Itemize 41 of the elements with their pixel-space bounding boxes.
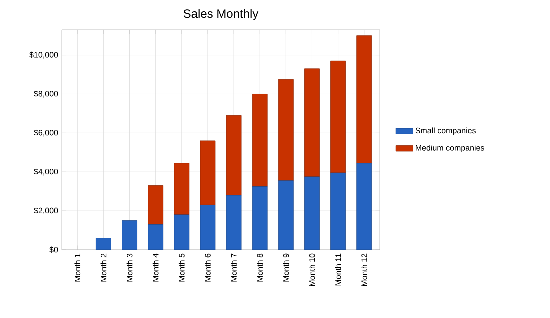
bar — [174, 214, 190, 250]
bar — [356, 163, 372, 250]
x-tick-label: Month 10 — [309, 254, 316, 286]
chart-title: Sales Monthly — [184, 9, 259, 20]
bar — [148, 186, 164, 225]
x-tick-label: Month 6 — [205, 254, 211, 282]
y-tick-label: $4,000 — [34, 168, 58, 176]
bar — [330, 172, 346, 250]
y-tick-label: $2,000 — [34, 208, 58, 215]
bar — [278, 180, 294, 250]
bar — [148, 224, 164, 250]
x-tick-label: Month 1 — [74, 254, 81, 282]
y-tick-label: $8,000 — [34, 90, 58, 98]
bar — [122, 220, 138, 250]
bar — [96, 238, 112, 250]
x-tick-label: Month 9 — [283, 254, 290, 282]
y-tick-label: $10,000 — [30, 52, 58, 59]
bar — [330, 60, 346, 174]
x-tick-label: Month 5 — [178, 254, 185, 282]
x-tick-label: Month 3 — [126, 254, 133, 282]
bar — [252, 94, 268, 187]
bar — [174, 163, 190, 216]
x-tick-label: Month 4 — [152, 254, 159, 282]
x-tick-label: Month 7 — [231, 254, 237, 282]
x-tick-label: Month 11 — [335, 254, 342, 286]
bar — [200, 205, 216, 250]
bar — [226, 195, 242, 250]
bar — [278, 79, 294, 182]
x-tick-label: Month 12 — [361, 254, 368, 286]
y-tick-label: $6,000 — [34, 130, 58, 137]
bar — [200, 140, 216, 206]
x-tick-label: Month 8 — [257, 254, 264, 282]
bar — [356, 36, 372, 164]
bar — [252, 186, 268, 250]
bar — [304, 68, 320, 178]
bar — [304, 176, 320, 250]
y-tick-label: $0 — [50, 246, 58, 254]
legend-label: Medium companies — [416, 144, 484, 152]
bar — [226, 115, 242, 196]
x-tick-label: Month 2 — [100, 254, 107, 282]
legend-label: Small companies — [416, 128, 476, 136]
